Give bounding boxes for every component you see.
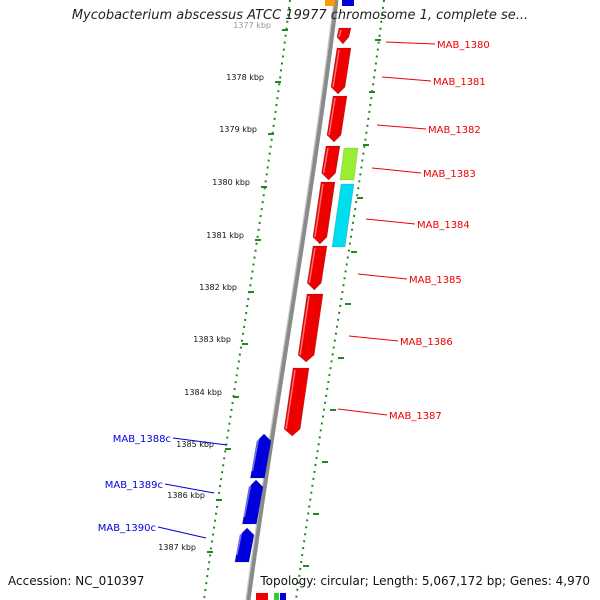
gene-label[interactable]: MAB_1383 — [423, 169, 476, 180]
kbp-tick-label: 1383 kbp — [193, 335, 231, 344]
gene-reverse-arrow-highlight — [243, 481, 252, 518]
gene-label-leader — [371, 167, 422, 174]
gene-label[interactable]: MAB_1385 — [409, 275, 462, 286]
gene-label[interactable]: MAB_1389c — [105, 480, 163, 491]
gene-label-leader — [357, 273, 408, 280]
gene-label-leader — [348, 335, 399, 342]
cyan-feature[interactable] — [331, 183, 355, 248]
gene-forward-arrow-highlight — [338, 29, 342, 38]
gene-label[interactable]: MAB_1386 — [400, 337, 453, 348]
gene-reverse-arrow[interactable] — [242, 479, 264, 525]
gene-forward-arrow-highlight — [322, 147, 329, 174]
gene-label[interactable]: MAB_1384 — [417, 220, 470, 231]
gene-reverse-arrow-highlight — [251, 435, 260, 472]
gene-reverse-arrow[interactable] — [250, 433, 272, 479]
gene-label-leader — [337, 408, 388, 416]
kbp-tick-label: 1378 kbp — [226, 73, 264, 82]
gene-forward-arrow[interactable] — [312, 181, 336, 245]
chromosome-backbone — [245, 0, 339, 600]
top-orange-feature — [325, 0, 335, 6]
gene-forward-arrow[interactable] — [336, 27, 352, 45]
gene-label[interactable]: MAB_1381 — [433, 77, 486, 88]
gene-label[interactable]: MAB_1390c — [98, 523, 156, 534]
gene-forward-arrow-highlight — [308, 247, 316, 284]
bottom-blue-feature — [280, 593, 286, 600]
right-scale-line — [295, 0, 385, 600]
page-title: Mycobacterium abscessus ATCC 19977 chrom… — [71, 8, 529, 23]
kbp-tick-label: 1384 kbp — [184, 388, 222, 397]
kbp-tick-label: 1379 kbp — [219, 125, 257, 134]
gene-reverse-arrow-highlight — [236, 529, 243, 556]
gene-forward-arrow[interactable] — [326, 95, 348, 143]
gene-forward-arrow[interactable] — [321, 145, 341, 181]
gene-label[interactable]: MAB_1387 — [389, 411, 442, 422]
kbp-tick-label: 1386 kbp — [167, 491, 205, 500]
left-scale-line — [203, 0, 291, 600]
bottom-green-feature — [274, 593, 279, 600]
kbp-tick-label: 1385 kbp — [176, 440, 214, 449]
gene-forward-arrow[interactable] — [330, 47, 352, 95]
kbp-tick-label: 1382 kbp — [199, 283, 237, 292]
gene-forward-arrow[interactable] — [297, 293, 324, 363]
backbone-highlight — [245, 0, 335, 600]
topology-stats-text: Topology: circular; Length: 5,067,172 bp… — [260, 574, 590, 588]
gene-forward-arrow[interactable] — [283, 367, 310, 437]
gene-label-leader — [157, 526, 207, 539]
gene-label-leader — [381, 76, 432, 82]
gene-label[interactable]: MAB_1388c — [113, 434, 171, 445]
gene-label-leader — [376, 124, 427, 130]
kbp-tick-label: 1381 kbp — [206, 231, 244, 240]
gene-forward-arrow-highlight — [285, 369, 296, 430]
gene-label-leader — [164, 483, 215, 494]
gene-forward-arrow-highlight — [328, 97, 336, 136]
gene-label[interactable]: MAB_1380 — [437, 40, 490, 51]
gene-label-leader — [385, 41, 436, 45]
gene-reverse-arrow[interactable] — [234, 527, 255, 563]
gene-label-leader — [172, 437, 228, 446]
gene-label-leader — [365, 218, 416, 225]
accession-text: Accession: NC_010397 — [8, 574, 145, 588]
kbp-tick-label: 1387 kbp — [158, 543, 196, 552]
bottom-red-feature — [256, 593, 268, 600]
top-blue-feature — [342, 0, 354, 6]
gene-label[interactable]: MAB_1382 — [428, 125, 481, 136]
gene-forward-arrow-highlight — [299, 295, 310, 356]
green-feature[interactable] — [339, 147, 359, 181]
gene-forward-arrow-highlight — [314, 183, 324, 238]
kbp-tick-label: 1377 kbp — [233, 21, 271, 30]
kbp-tick-label: 1380 kbp — [212, 178, 250, 187]
gene-forward-arrow-highlight — [332, 49, 340, 88]
gene-forward-arrow[interactable] — [306, 245, 328, 291]
